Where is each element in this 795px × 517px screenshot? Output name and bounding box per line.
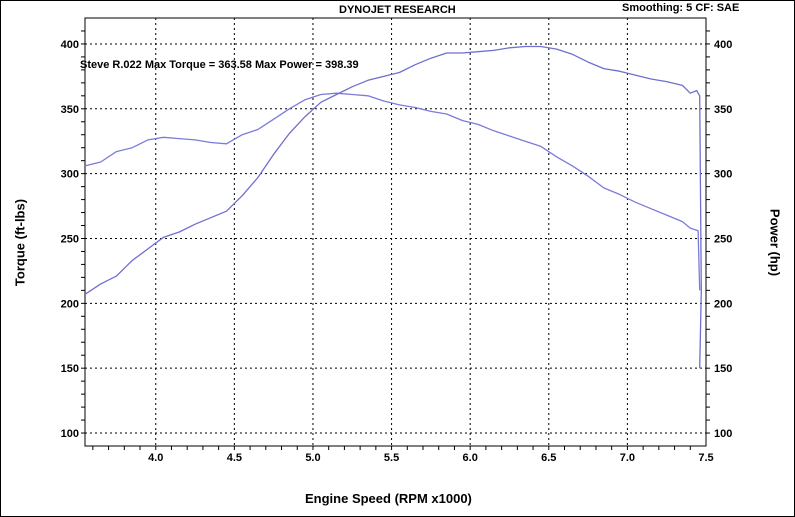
max-values-annotation: Steve R.022 Max Torque = 363.58 Max Powe… xyxy=(80,59,359,71)
x-tick-label: 7.0 xyxy=(620,452,635,464)
y-left-tick-label: 300 xyxy=(61,169,79,181)
x-tick-label: 6.0 xyxy=(463,452,478,464)
y-right-tick-label: 350 xyxy=(714,104,732,116)
y-axis-left-title: Torque (ft-lbs) xyxy=(12,198,28,287)
y-left-tick-label: 150 xyxy=(61,363,79,375)
x-tick-label: 6.5 xyxy=(541,452,556,464)
y-left-tick-label: 400 xyxy=(61,39,79,51)
y-left-tick-label: 350 xyxy=(61,104,79,116)
y-left-tick-label: 250 xyxy=(61,233,79,245)
y-right-tick-label: 150 xyxy=(714,363,732,375)
x-tick-label: 4.5 xyxy=(227,452,242,464)
y-axis-right-title: Power (hp) xyxy=(767,208,783,277)
plot-area xyxy=(84,17,707,447)
y-right-tick-label: 100 xyxy=(714,428,732,440)
x-axis-title: Engine Speed (RPM x1000) xyxy=(305,491,472,506)
x-tick-label: 4.0 xyxy=(148,452,163,464)
y-left-tick-label: 100 xyxy=(61,428,79,440)
smoothing-settings: Smoothing: 5 CF: SAE xyxy=(622,2,740,14)
power-series-line xyxy=(84,45,702,369)
torque-series-line xyxy=(84,92,701,291)
chart-header-title: DYNOJET RESEARCH xyxy=(339,4,456,16)
y-right-tick-label: 200 xyxy=(714,298,732,310)
y-right-tick-label: 300 xyxy=(714,169,732,181)
x-tick-label: 5.0 xyxy=(305,452,320,464)
x-tick-label: 7.5 xyxy=(698,452,713,464)
y-right-tick-label: 400 xyxy=(714,39,732,51)
y-left-tick-label: 200 xyxy=(61,298,79,310)
x-tick-label: 5.5 xyxy=(384,452,399,464)
y-right-tick-label: 250 xyxy=(714,233,732,245)
